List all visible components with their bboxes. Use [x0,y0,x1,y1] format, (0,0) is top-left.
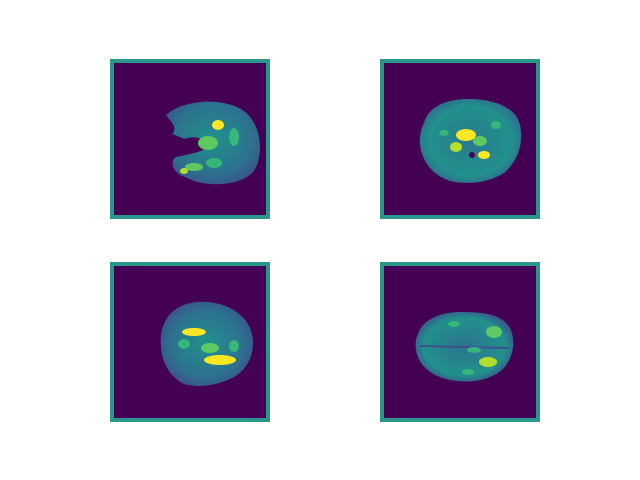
bright-spot [201,343,219,353]
midline [419,345,509,349]
brain-slice-panel-1 [110,59,270,219]
bright-spot [456,129,476,141]
dark-spot [469,152,475,158]
bright-spot [229,340,239,352]
tissue-region [419,99,522,183]
bright-spot [479,357,497,367]
brain-slice-panel-2 [380,59,540,219]
bright-spot [206,158,222,168]
bright-spot [486,326,502,338]
brain-slice-image-2 [419,99,522,183]
bright-spot [462,369,474,375]
brain-slice-image-3 [160,301,254,386]
brain-slice-image-4 [415,312,514,382]
bright-spot [448,321,460,327]
brain-slice-panel-3 [110,262,270,422]
bright-spot [212,120,224,130]
bright-spot [198,136,218,150]
bright-spot [473,136,487,146]
bright-spot [439,130,449,136]
brain-slice-panel-4 [380,262,540,422]
dark-notch [165,133,196,155]
bright-spot [467,347,481,353]
bright-spot [491,121,501,129]
bright-spot [450,142,462,152]
bright-spot [204,355,236,365]
bright-spot [180,168,188,174]
bright-spot [182,328,206,336]
bright-spot [178,339,190,349]
bright-spot [229,128,239,146]
brain-slice-image-1 [165,101,260,185]
bright-spot [185,163,203,171]
bright-spot [478,151,490,159]
